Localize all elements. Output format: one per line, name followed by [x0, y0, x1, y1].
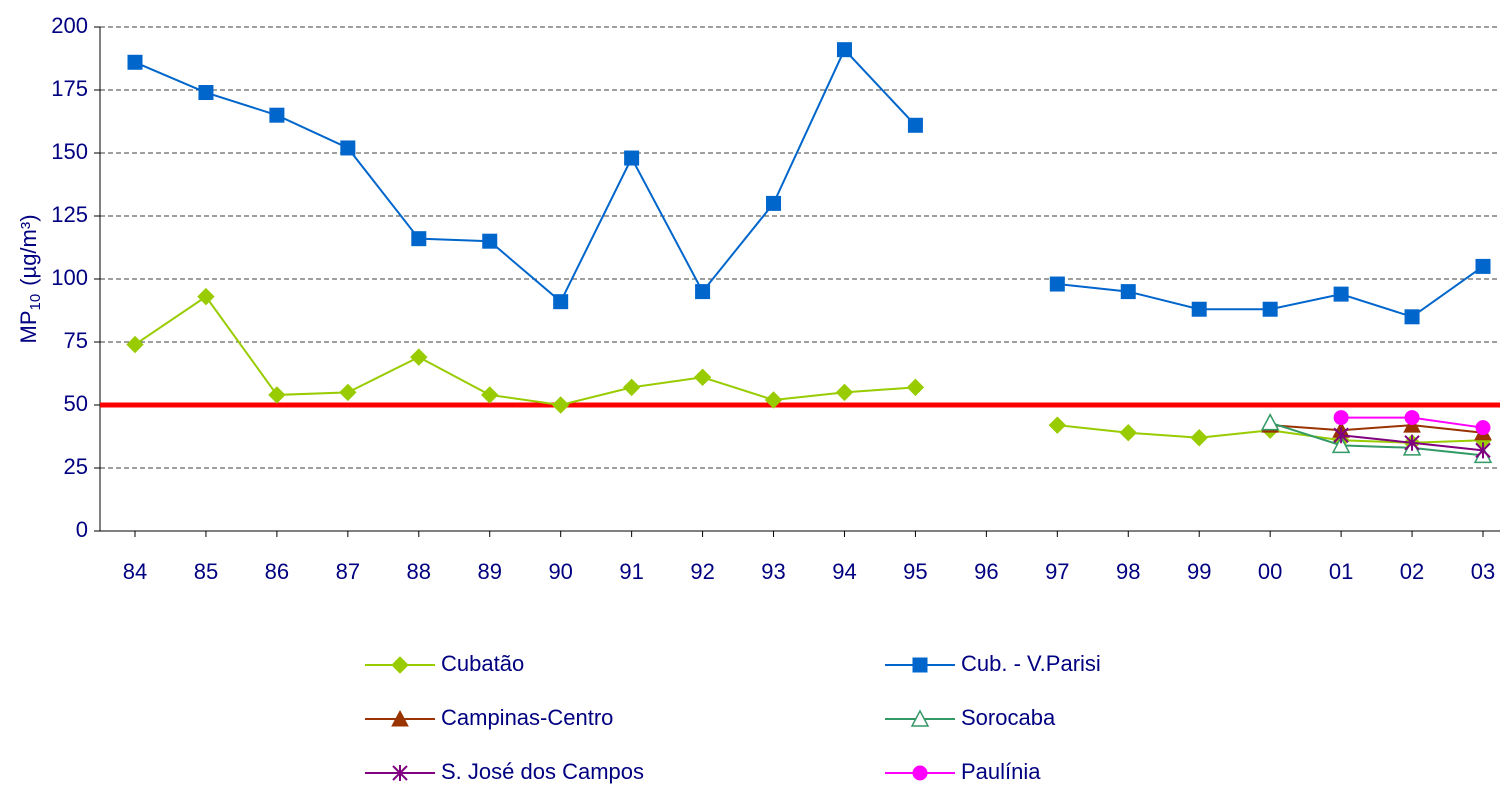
y-tick-label: 100	[51, 265, 88, 290]
legend-marker	[391, 709, 409, 727]
data-point	[339, 383, 357, 402]
legend-label: Campinas-Centro	[441, 705, 613, 730]
data-point	[1190, 429, 1208, 447]
legend-marker	[912, 765, 928, 781]
data-point	[551, 396, 570, 414]
y-tick-label: 75	[64, 328, 88, 353]
data-point	[1333, 410, 1349, 426]
data-point	[1404, 434, 1420, 451]
data-point	[1119, 424, 1137, 442]
x-tick-label: 87	[336, 559, 360, 584]
data-point	[197, 287, 215, 306]
data-point	[126, 335, 144, 354]
series-line	[1270, 424, 1484, 434]
y-label-unit: (µg/m³)	[16, 214, 41, 285]
x-tick-label: 93	[761, 559, 785, 584]
data-point	[1404, 309, 1420, 325]
data-point	[693, 368, 712, 386]
x-tick-label: 98	[1116, 559, 1140, 584]
x-tick-label: 86	[265, 559, 289, 584]
data-point	[410, 348, 428, 366]
data-point	[411, 231, 427, 247]
data-point	[1331, 435, 1351, 454]
data-point	[198, 85, 214, 101]
x-tick-label: 03	[1471, 559, 1495, 584]
legend-label: Sorocaba	[961, 705, 1056, 730]
data-point	[764, 391, 783, 409]
y-tick-label: 200	[51, 13, 88, 38]
data-point	[1333, 427, 1349, 444]
data-point	[482, 233, 498, 249]
x-tick-label: 96	[974, 559, 998, 584]
x-tick-label: 94	[832, 559, 856, 584]
data-point	[127, 54, 143, 70]
data-point	[1404, 410, 1420, 426]
y-axis-label: MP10 (µg/m³)	[16, 214, 44, 343]
x-tick-label: 91	[619, 559, 643, 584]
y-tick-label: 0	[76, 517, 88, 542]
y-label-main: MP	[16, 311, 41, 344]
y-tick-label: 175	[51, 76, 88, 101]
legend-marker	[391, 656, 409, 674]
legend-marker	[910, 709, 930, 727]
x-tick-label: 89	[477, 559, 501, 584]
data-point	[1049, 276, 1065, 292]
x-tick-label: 97	[1045, 559, 1069, 584]
y-tick-label: 150	[51, 139, 88, 164]
series-line	[1269, 421, 1484, 457]
data-point	[1120, 284, 1136, 300]
data-point	[835, 383, 854, 402]
data-point	[906, 378, 925, 397]
x-tick-label: 02	[1400, 559, 1424, 584]
data-point	[340, 140, 356, 156]
data-point	[481, 386, 499, 404]
legend-marker	[912, 657, 928, 673]
data-point	[624, 150, 640, 166]
legend-label: Cubatão	[441, 651, 524, 676]
x-tick-label: 85	[194, 559, 218, 584]
y-tick-label: 50	[64, 391, 88, 416]
x-tick-label: 99	[1187, 559, 1211, 584]
y-label-sub: 10	[27, 294, 44, 311]
data-point	[1475, 442, 1491, 459]
legend-label: S. José dos Campos	[441, 759, 644, 784]
data-point	[766, 195, 782, 211]
data-point	[1262, 301, 1278, 317]
x-tick-label: 88	[407, 559, 431, 584]
data-point	[553, 294, 569, 310]
data-point	[1191, 301, 1207, 317]
x-tick-label: 90	[548, 559, 572, 584]
legend-label: Cub. - V.Parisi	[961, 651, 1101, 676]
x-tick-label: 00	[1258, 559, 1282, 584]
data-point	[836, 42, 852, 58]
data-point	[1475, 258, 1491, 274]
x-tick-label: 95	[903, 559, 927, 584]
x-tick-label: 84	[123, 559, 147, 584]
y-tick-label: 125	[51, 202, 88, 227]
x-tick-label: 01	[1329, 559, 1353, 584]
data-point	[1048, 416, 1067, 434]
data-point	[1333, 286, 1349, 302]
legend-marker	[392, 765, 408, 781]
data-point	[1260, 413, 1280, 431]
x-tick-label: 92	[690, 559, 714, 584]
data-point	[1475, 420, 1491, 436]
data-point	[695, 284, 711, 300]
y-tick-label: 25	[64, 454, 88, 479]
data-point	[269, 107, 285, 123]
legend-label: Paulínia	[961, 759, 1041, 784]
data-point	[622, 378, 641, 397]
data-point	[907, 117, 923, 133]
data-point	[268, 386, 286, 404]
series-line	[134, 295, 1484, 444]
